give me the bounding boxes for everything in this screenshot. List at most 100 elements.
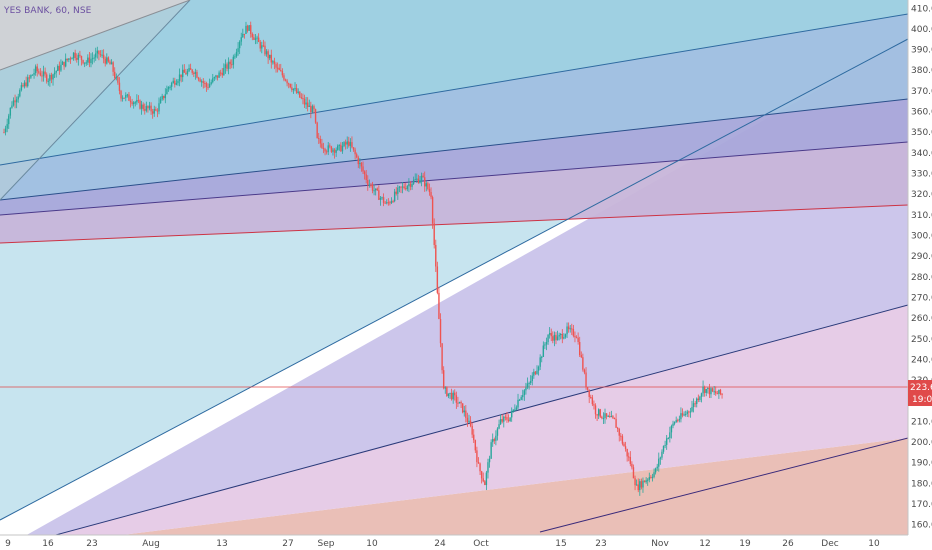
candle-body [414, 179, 416, 181]
fan-line-upper-1x1 [0, 13, 909, 166]
candle-body [316, 122, 318, 138]
candle-body [80, 56, 83, 61]
candle-body [435, 244, 437, 267]
candle-body [121, 97, 124, 99]
candle-body [635, 484, 638, 486]
y-tick-label: 360.00 [911, 108, 932, 118]
candle-body [580, 355, 582, 358]
candle-body [612, 416, 614, 418]
candle-body [324, 148, 326, 152]
candle-body [601, 416, 603, 419]
candle-body [223, 68, 225, 76]
candle-body [689, 411, 692, 413]
candle-body [512, 409, 514, 412]
candle-body [128, 94, 130, 101]
candle-body [107, 57, 110, 62]
candle-body [484, 481, 486, 486]
candle-body [27, 77, 29, 87]
candle-body [594, 405, 597, 415]
y-tick-label: 170.00 [911, 500, 932, 510]
candle-body [137, 100, 140, 102]
candle-body [492, 439, 494, 443]
candle-body [702, 386, 704, 394]
candles-series [3, 21, 723, 496]
candle-body [142, 104, 144, 110]
candle-body [460, 401, 462, 404]
candle-body [433, 223, 435, 245]
candle-body [651, 476, 654, 478]
candle-body [419, 180, 421, 183]
candle-body [287, 83, 290, 85]
candle-body [669, 432, 671, 439]
fan-line-grey-diag [0, 0, 191, 201]
candle-body [235, 51, 238, 57]
candle-body [243, 33, 246, 35]
candle-body [348, 141, 350, 146]
candle-body [319, 138, 322, 144]
candle-body [664, 444, 666, 446]
candle-body [64, 58, 67, 67]
candle-body [473, 434, 475, 441]
candle-body [66, 58, 68, 60]
candle-body [234, 56, 236, 58]
candle-body [99, 54, 102, 56]
candle-body [449, 392, 451, 394]
candle-body [264, 45, 266, 55]
candle-body [242, 33, 244, 38]
y-tick-label: 190.00 [911, 459, 932, 469]
candle-body [522, 395, 524, 398]
candle-body [368, 184, 371, 186]
countdown-text: 19:04 [912, 395, 932, 405]
candle-body [25, 82, 27, 87]
candle-body [253, 37, 255, 40]
candle-body [201, 81, 203, 83]
candle-body [227, 61, 230, 69]
y-tick-label: 250.00 [911, 335, 932, 345]
x-tick-label: Dec [821, 539, 838, 549]
x-tick-label: 12 [699, 539, 710, 549]
candle-body [569, 328, 571, 330]
candle-body [590, 396, 592, 398]
candle-body [367, 180, 369, 186]
candle-body [629, 457, 632, 464]
candle-body [204, 82, 206, 84]
fan-line-upper-8x1 [0, 204, 909, 244]
candle-body [398, 186, 401, 188]
candle-body [591, 397, 594, 405]
candle-body [397, 187, 399, 194]
candle-body [692, 403, 695, 408]
candle-body [487, 462, 489, 473]
candle-body [461, 403, 464, 413]
x-tick-label: Oct [473, 539, 489, 549]
candle-body [420, 175, 423, 181]
y-tick-label: 270.00 [911, 293, 932, 303]
candle-body [499, 419, 502, 425]
candle-body [182, 69, 184, 78]
candle-body [536, 370, 538, 374]
candle-body [281, 70, 284, 76]
candle-body [132, 102, 135, 105]
fan-line-lower-steep [0, 38, 909, 521]
candle-body [596, 414, 598, 416]
candle-body [276, 67, 279, 69]
candle-body [112, 62, 114, 72]
x-tick-label: 13 [216, 539, 227, 549]
candle-body [341, 146, 344, 152]
candle-body [640, 481, 643, 488]
gann-fan-lines [0, 0, 909, 550]
x-tick-label: 10 [868, 539, 880, 549]
candle-body [376, 188, 378, 191]
candle-body [131, 102, 133, 105]
candle-body [58, 65, 61, 71]
candle-body [174, 80, 176, 85]
candle-body [572, 328, 575, 336]
y-tick-label: 370.00 [911, 87, 932, 97]
candle-body [548, 333, 551, 335]
candle-body [711, 388, 714, 392]
candle-body [175, 83, 178, 85]
candle-body [251, 33, 254, 38]
candle-body [338, 144, 341, 146]
candle-body [721, 393, 723, 395]
candle-body [95, 53, 97, 58]
